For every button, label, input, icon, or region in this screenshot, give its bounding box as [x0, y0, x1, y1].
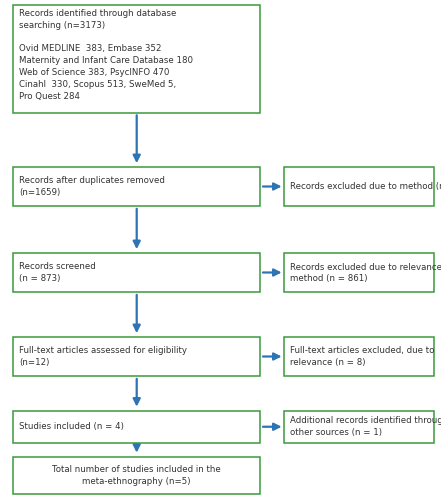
FancyBboxPatch shape — [13, 5, 260, 112]
Text: Full-text articles excluded, due to
relevance (n = 8): Full-text articles excluded, due to rele… — [290, 346, 434, 367]
FancyBboxPatch shape — [13, 253, 260, 292]
Text: Records screened
(n = 873): Records screened (n = 873) — [19, 262, 96, 283]
FancyBboxPatch shape — [284, 337, 434, 376]
Text: Full-text articles assessed for eligibility
(n=12): Full-text articles assessed for eligibil… — [19, 346, 187, 367]
FancyBboxPatch shape — [13, 456, 260, 494]
Text: Records identified through database
searching (n=3173)

Ovid MEDLINE  383, Embas: Records identified through database sear… — [19, 9, 193, 101]
FancyBboxPatch shape — [284, 167, 434, 206]
Text: Records excluded due to relevance/
method (n = 861): Records excluded due to relevance/ metho… — [290, 262, 441, 283]
FancyBboxPatch shape — [284, 410, 434, 443]
Text: Records excluded due to method (n=786): Records excluded due to method (n=786) — [290, 182, 441, 191]
Text: Additional records identified through
other sources (n = 1): Additional records identified through ot… — [290, 416, 441, 437]
Text: Records after duplicates removed
(n=1659): Records after duplicates removed (n=1659… — [19, 176, 165, 197]
FancyBboxPatch shape — [13, 167, 260, 206]
FancyBboxPatch shape — [13, 410, 260, 443]
Text: Studies included (n = 4): Studies included (n = 4) — [19, 422, 124, 431]
FancyBboxPatch shape — [13, 337, 260, 376]
Text: Total number of studies included in the
meta-ethnography (n=5): Total number of studies included in the … — [52, 465, 221, 485]
FancyBboxPatch shape — [284, 253, 434, 292]
